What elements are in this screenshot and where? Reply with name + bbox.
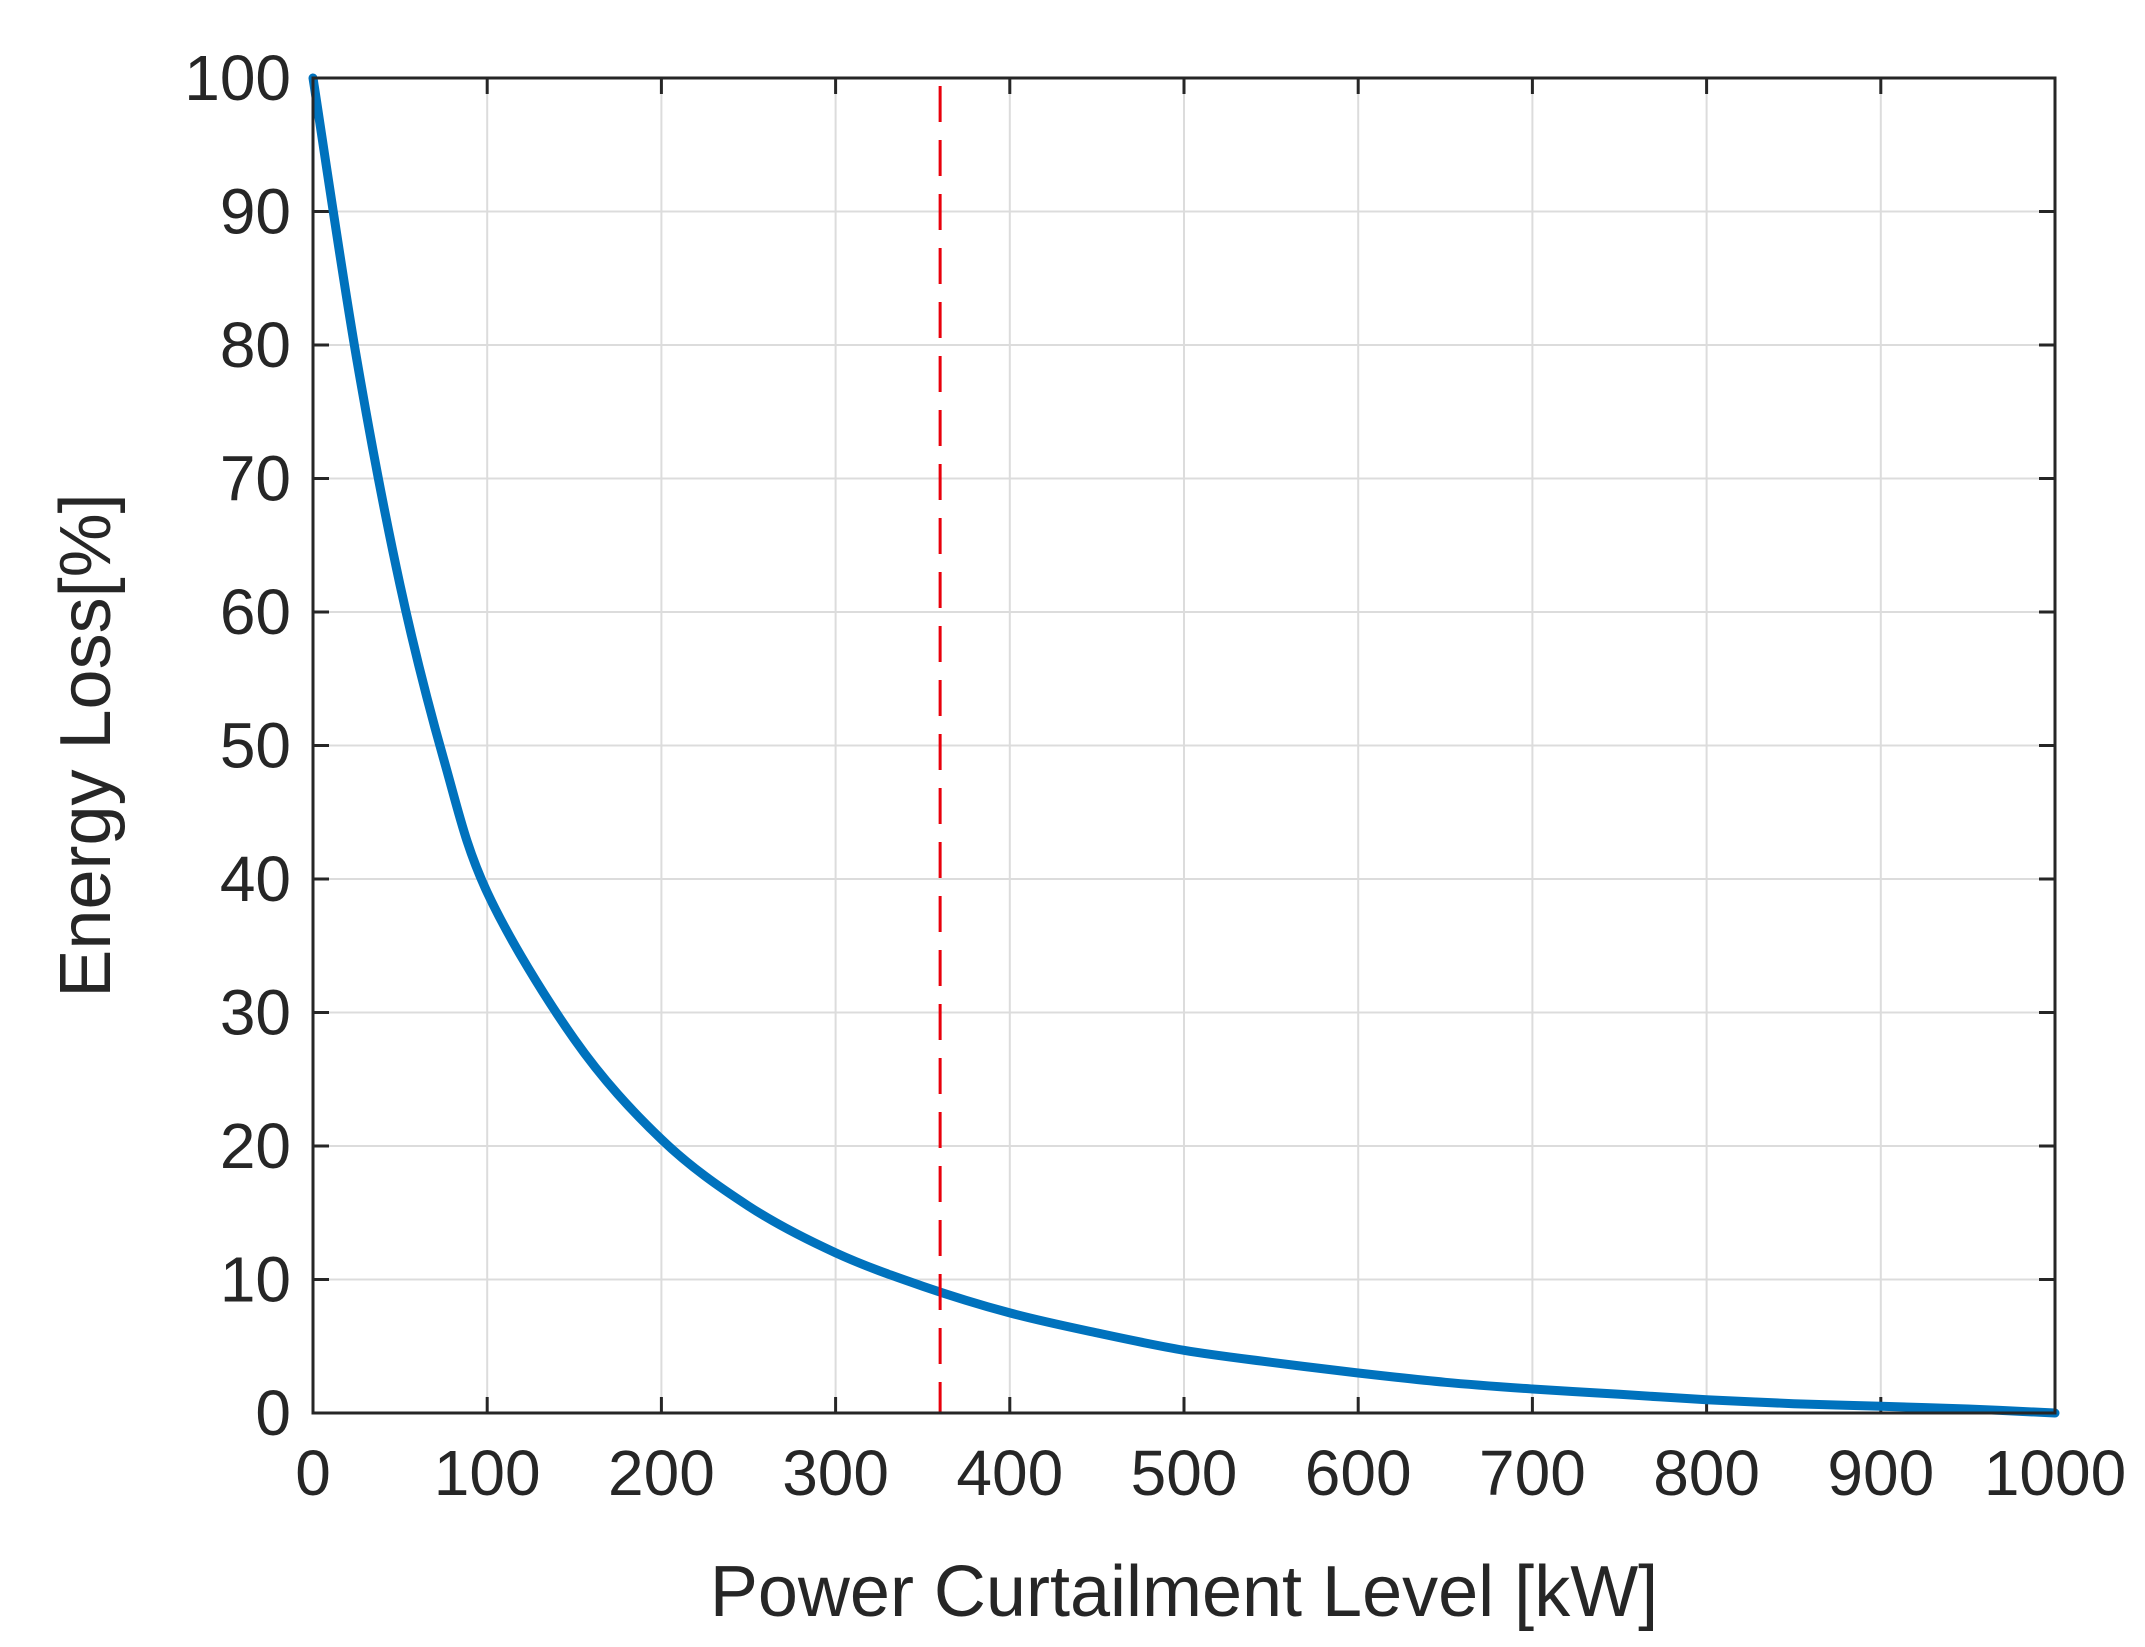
grid-lines <box>313 78 2055 1413</box>
x-tick-label: 900 <box>1827 1437 1934 1509</box>
x-tick-label: 700 <box>1479 1437 1586 1509</box>
y-tick-label: 70 <box>220 443 291 515</box>
y-tick-label: 60 <box>220 576 291 648</box>
y-axis-label: Energy Loss[%] <box>46 493 126 997</box>
y-tick-label: 0 <box>255 1377 291 1449</box>
x-tick-label: 300 <box>782 1437 889 1509</box>
x-tick-label: 800 <box>1653 1437 1760 1509</box>
axes-box <box>311 76 2057 1415</box>
x-tick-label: 400 <box>956 1437 1063 1509</box>
x-tick-label: 200 <box>608 1437 715 1509</box>
x-tick-label: 500 <box>1131 1437 1238 1509</box>
y-tick-label: 30 <box>220 977 291 1049</box>
y-tick-label: 40 <box>220 843 291 915</box>
y-tick-label: 20 <box>220 1110 291 1182</box>
y-tick-label: 50 <box>220 710 291 782</box>
y-tick-label: 90 <box>220 176 291 248</box>
x-tick-label: 600 <box>1305 1437 1412 1509</box>
energy-loss-line <box>308 73 2060 1418</box>
y-tick-label: 80 <box>220 309 291 381</box>
x-axis-label: Power Curtailment Level [kW] <box>710 1552 1658 1632</box>
x-tick-label: 0 <box>295 1437 331 1509</box>
x-axis-ticks: 0 100 200 300 400 500 600 700 800 900 1000 <box>295 78 2126 1509</box>
x-tick-label: 100 <box>434 1437 541 1509</box>
x-tick-label: 1000 <box>1984 1437 2126 1509</box>
y-tick-label: 100 <box>184 42 291 114</box>
y-tick-label: 10 <box>220 1244 291 1316</box>
